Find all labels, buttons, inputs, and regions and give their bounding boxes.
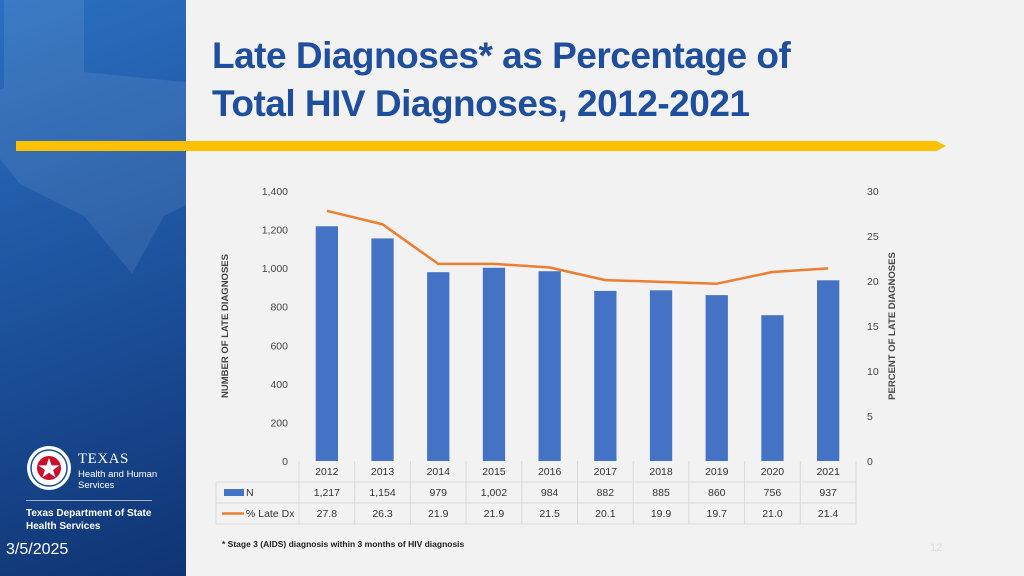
- y2-tick-label: 20: [867, 276, 879, 288]
- bar-2021: [817, 280, 840, 461]
- bar-2012: [315, 226, 338, 461]
- table-cell-late-dx: 21.9: [428, 508, 449, 520]
- bar-2018: [649, 290, 673, 461]
- dshs-line2: Health Services: [26, 521, 101, 532]
- y2-tick-label: 30: [867, 186, 879, 198]
- x-tick-label: 2013: [371, 466, 395, 478]
- x-tick-label: 2017: [594, 466, 618, 478]
- legend-swatch-n: [224, 489, 244, 496]
- x-tick-label: 2015: [482, 466, 506, 478]
- table-cell-n: 860: [708, 487, 726, 499]
- late-dx-line: [326, 209, 829, 285]
- y2-axis-title: PERCENT OF LATE DIAGNOSES: [887, 252, 898, 400]
- table-cell-n: 882: [597, 487, 615, 499]
- x-tick-label: 2016: [538, 466, 562, 478]
- bar-2020: [761, 315, 784, 461]
- bar-2015: [482, 267, 506, 461]
- chart: 0 200 400 600 800 1,000 1,200 1,400 0 5 10 15 20 25 30…: [215, 186, 898, 525]
- y-tick-label: 400: [270, 379, 288, 391]
- logo-divider: [26, 500, 152, 501]
- y-tick-label: 1,400: [262, 186, 288, 198]
- texas-seal-icon: [27, 446, 71, 490]
- y2-tick-label: 15: [867, 321, 879, 333]
- logo-subtitle: Health and Human Services: [78, 469, 168, 491]
- bar-2013: [371, 238, 394, 461]
- logo-subtitle-line1: Health and Human: [78, 469, 158, 480]
- x-tick-label: 2018: [649, 466, 673, 478]
- table-cell-late-dx: 27.8: [317, 508, 338, 520]
- x-tick-label: 2012: [315, 466, 339, 478]
- y-tick-label: 0: [282, 456, 288, 468]
- bar-2016: [538, 271, 561, 461]
- table-cell-n: 756: [764, 487, 782, 499]
- table-cell-late-dx: 20.1: [595, 508, 616, 520]
- table-cell-n: 1,217: [314, 487, 340, 499]
- table-cell-late-dx: 19.9: [651, 508, 672, 520]
- bar-2017: [594, 290, 617, 461]
- page-number: 12: [930, 542, 943, 554]
- footnote: * Stage 3 (AIDS) diagnosis within 3 mont…: [222, 539, 465, 549]
- hhs-logo: TEXAS Health and Human Services: [26, 445, 186, 495]
- title-accent-bar: [16, 141, 946, 151]
- table-cell-late-dx: 21.4: [818, 508, 839, 520]
- texas-watermark-icon: [0, 0, 186, 274]
- y2-tick-label: 25: [867, 231, 879, 243]
- table-cell-late-dx: 26.3: [372, 508, 393, 520]
- table-cell-late-dx: 21.5: [539, 508, 560, 520]
- legend-label-n: N: [246, 487, 254, 499]
- table-cell-n: 984: [541, 487, 559, 499]
- y2-tick-label: 0: [867, 456, 873, 468]
- bar-2014: [427, 272, 450, 461]
- bar-2019: [705, 295, 728, 461]
- slide-title-line1: Late Diagnoses* as Percentage of: [212, 35, 791, 76]
- y2-tick-label: 5: [867, 411, 873, 423]
- logo-texas-text: TEXAS: [78, 451, 129, 467]
- x-tick-label: 2014: [427, 466, 451, 478]
- table-cell-n: 937: [819, 487, 837, 499]
- table-cell-late-dx: 21.0: [762, 508, 783, 520]
- table-cell-n: 1,154: [369, 487, 395, 499]
- x-tick-label: 2021: [816, 466, 840, 478]
- y-tick-label: 800: [270, 302, 288, 314]
- slide-title: Late Diagnoses* as Percentage of Total H…: [212, 32, 952, 128]
- table-cell-n: 1,002: [481, 487, 507, 499]
- y-tick-label: 200: [270, 417, 288, 429]
- y-axis-title: NUMBER OF LATE DIAGNOSES: [220, 254, 231, 398]
- x-tick-label: 2019: [705, 466, 729, 478]
- table-cell-late-dx: 19.7: [707, 508, 728, 520]
- slide-title-line2: Total HIV Diagnoses, 2012-2021: [212, 83, 750, 124]
- dshs-line1: Texas Department of State: [26, 508, 152, 519]
- slide-date: 3/5/2025: [6, 541, 69, 558]
- table-cell-late-dx: 21.9: [484, 508, 505, 520]
- logo-subtitle-line2: Services: [78, 480, 115, 491]
- y2-tick-label: 10: [867, 366, 879, 378]
- y-tick-label: 600: [270, 340, 288, 352]
- x-tick-label: 2020: [761, 466, 785, 478]
- y-tick-label: 1,000: [262, 263, 288, 275]
- y-tick-label: 1,200: [262, 225, 288, 237]
- sidebar-panel: TEXAS Health and Human Services Texas De…: [0, 0, 186, 576]
- table-cell-n: 979: [429, 487, 447, 499]
- table-cell-n: 885: [652, 487, 670, 499]
- legend-label-late-dx: % Late Dx: [246, 508, 295, 520]
- dshs-text: Texas Department of State Health Service…: [26, 507, 176, 533]
